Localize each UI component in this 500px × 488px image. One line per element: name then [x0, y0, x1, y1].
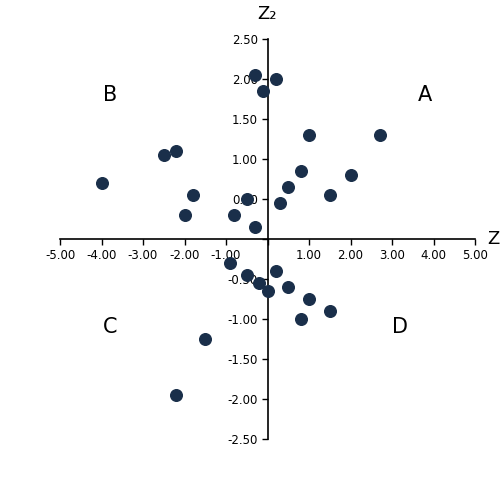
- Point: [172, 391, 180, 399]
- Point: [189, 191, 197, 199]
- Point: [305, 131, 313, 139]
- Point: [260, 87, 268, 95]
- Point: [326, 307, 334, 315]
- Point: [98, 179, 106, 187]
- Point: [264, 287, 272, 295]
- Text: Z₁: Z₁: [488, 230, 500, 248]
- Point: [243, 271, 250, 279]
- Point: [296, 167, 304, 175]
- Point: [346, 171, 354, 179]
- Point: [326, 191, 334, 199]
- Point: [172, 147, 180, 155]
- Point: [160, 151, 168, 159]
- Point: [284, 283, 292, 291]
- Point: [201, 335, 209, 343]
- Text: D: D: [392, 317, 408, 337]
- Point: [276, 199, 284, 207]
- Point: [296, 315, 304, 323]
- Point: [272, 75, 280, 83]
- Point: [226, 259, 234, 267]
- Point: [180, 211, 188, 219]
- Text: A: A: [418, 85, 432, 105]
- Point: [255, 279, 263, 287]
- Text: Z₂: Z₂: [258, 5, 277, 23]
- Text: C: C: [102, 317, 117, 337]
- Point: [305, 295, 313, 303]
- Point: [243, 195, 250, 203]
- Point: [230, 211, 238, 219]
- Point: [251, 71, 259, 79]
- Point: [284, 183, 292, 191]
- Point: [376, 131, 384, 139]
- Text: B: B: [102, 85, 117, 105]
- Point: [251, 223, 259, 231]
- Point: [272, 267, 280, 275]
